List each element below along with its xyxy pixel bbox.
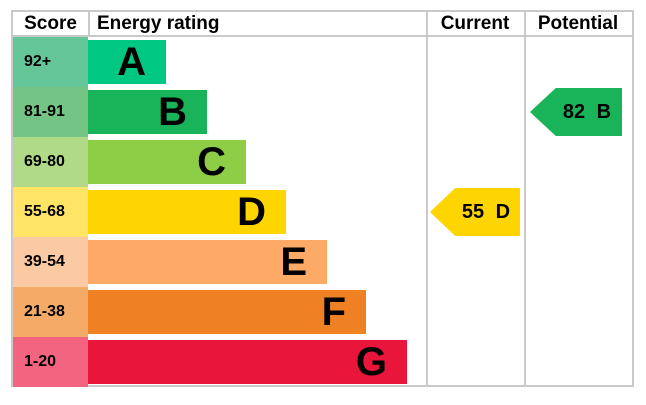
band-a-score-cell: 92+ <box>13 37 88 87</box>
band-g-bar: G <box>88 340 407 384</box>
band-e-bar: E <box>88 240 327 284</box>
potential-column-divider <box>524 12 526 385</box>
current-column-divider <box>426 12 428 385</box>
band-rows: 92+ A 81-91 B 69-80 C 55-68 D 39-54 E 21… <box>13 37 632 387</box>
band-row-g: 1-20 G <box>13 337 632 387</box>
band-row-f: 21-38 F <box>13 287 632 337</box>
band-row-c: 69-80 C <box>13 137 632 187</box>
header-potential: Potential <box>537 13 619 34</box>
header-row: Score Energy rating Current Potential <box>13 12 632 35</box>
band-d-bar: D <box>88 190 286 234</box>
band-e-score-cell: 39-54 <box>13 237 88 287</box>
band-row-b: 81-91 B <box>13 87 632 137</box>
band-f-score-cell: 21-38 <box>13 287 88 337</box>
band-row-a: 92+ A <box>13 37 632 87</box>
header-current: Current <box>440 13 510 34</box>
band-g-score-cell: 1-20 <box>13 337 88 387</box>
band-b-score-cell: 81-91 <box>13 87 88 137</box>
header-score: Score <box>24 13 77 34</box>
band-c-score-cell: 69-80 <box>13 137 88 187</box>
band-b-bar: B <box>88 90 207 134</box>
band-row-d: 55-68 D <box>13 187 632 237</box>
header-divider <box>13 35 632 37</box>
band-c-bar: C <box>88 140 246 184</box>
band-row-e: 39-54 E <box>13 237 632 287</box>
band-f-bar: F <box>88 290 366 334</box>
band-a-bar: A <box>88 40 166 84</box>
band-d-score-cell: 55-68 <box>13 187 88 237</box>
score-column-divider <box>88 12 90 35</box>
chart-table: Score Energy rating Current Potential 92… <box>11 10 634 387</box>
header-energy-rating: Energy rating <box>97 13 220 34</box>
